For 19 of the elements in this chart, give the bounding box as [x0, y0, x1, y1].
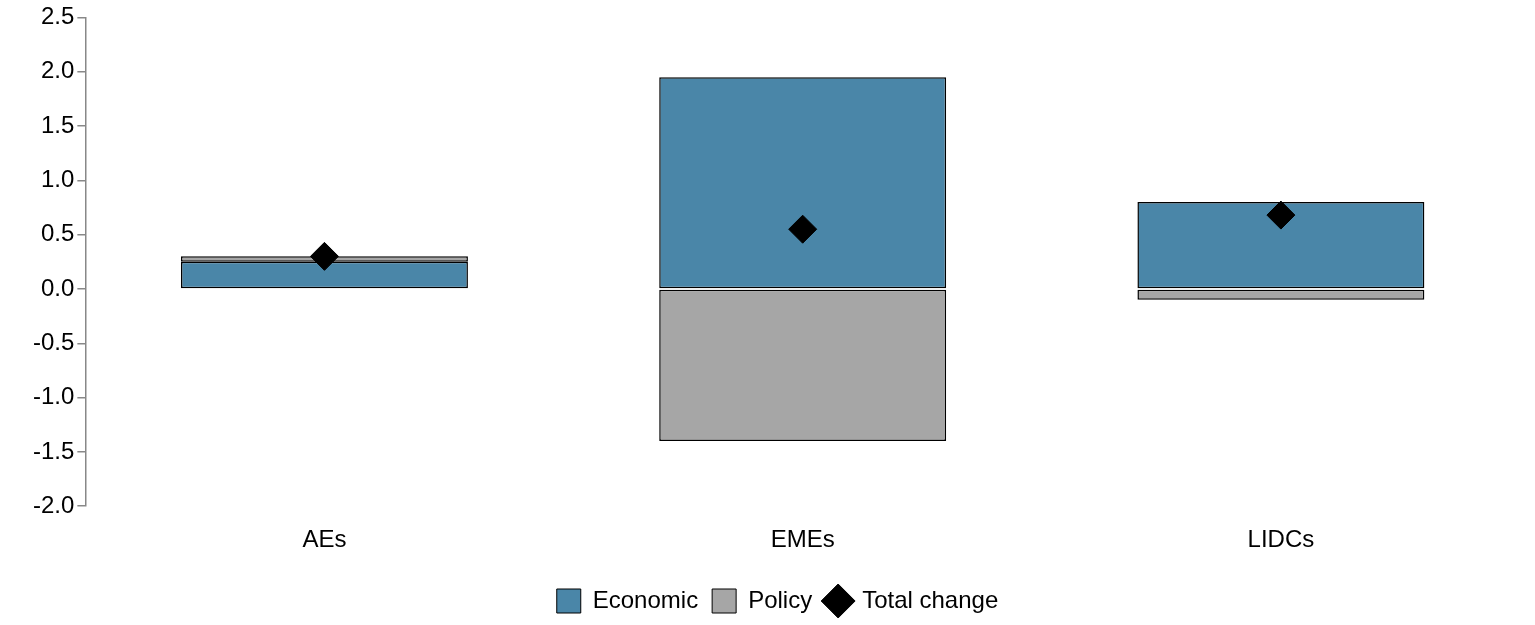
legend-label: Policy	[748, 585, 813, 613]
y-tick-label: 0.0	[40, 273, 75, 301]
legend-label: Total change	[862, 585, 999, 613]
y-tick-label: -2.0	[33, 490, 75, 518]
x-tick-label: AEs	[302, 525, 347, 553]
point	[309, 241, 339, 271]
x-tick-label: EMEs	[770, 525, 835, 553]
y-tick-label: -1.0	[33, 382, 75, 410]
y-tick-label: 0.5	[40, 219, 75, 247]
legend-label: Economic	[592, 585, 699, 613]
y-tick-label: 1.0	[40, 164, 75, 192]
point	[788, 214, 818, 244]
y-tick-label: 2.5	[40, 2, 75, 30]
y-tick-label: 1.5	[40, 110, 75, 138]
y-tick-label: 2.0	[40, 56, 75, 84]
y-tick-label: -1.5	[33, 436, 75, 464]
x-tick-label: LIDCs	[1247, 525, 1315, 553]
y-tick-label: -0.5	[33, 327, 75, 355]
point	[1266, 200, 1296, 230]
